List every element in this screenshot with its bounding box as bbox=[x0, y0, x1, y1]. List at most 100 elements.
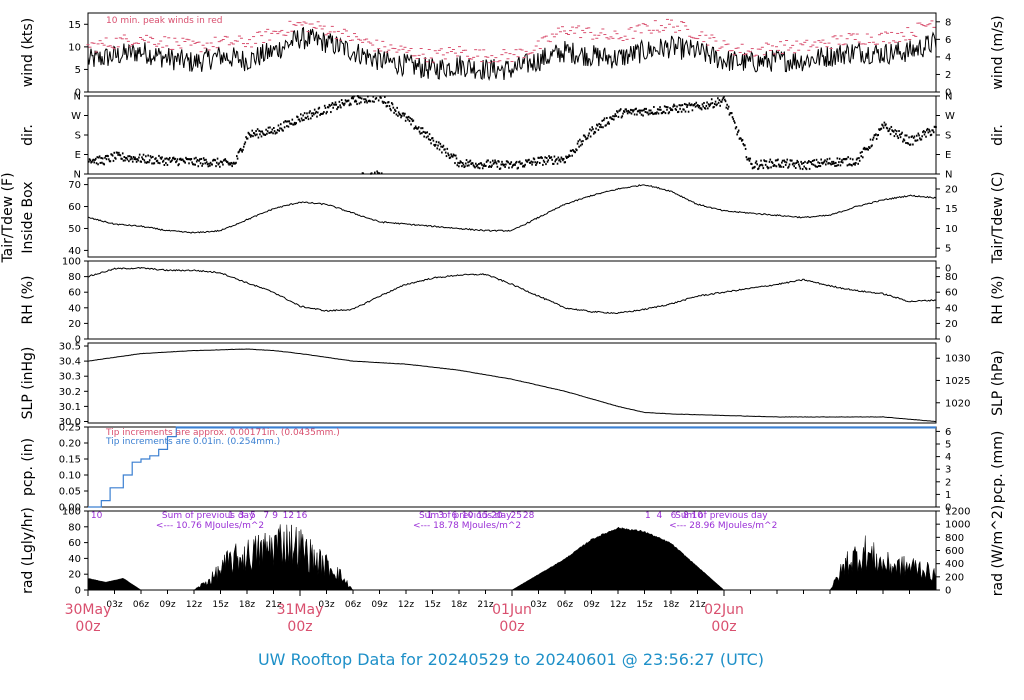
dir-point bbox=[155, 157, 157, 160]
dir-point bbox=[917, 132, 920, 135]
dir-point bbox=[378, 172, 381, 175]
xtick-label: 03z bbox=[106, 600, 122, 610]
dir-point bbox=[126, 158, 129, 161]
dir-point bbox=[98, 155, 101, 158]
dir-point bbox=[409, 117, 412, 120]
dir-point bbox=[578, 145, 580, 148]
ytick-label-right: 1030 bbox=[945, 354, 970, 365]
dir-point bbox=[390, 109, 392, 112]
dir-point bbox=[311, 114, 314, 117]
dir-point bbox=[104, 156, 106, 159]
dir-point bbox=[277, 124, 280, 127]
dir-point bbox=[811, 163, 813, 166]
ytick-label-right: 1025 bbox=[945, 376, 970, 387]
dir-point bbox=[299, 120, 301, 123]
dir-point bbox=[456, 164, 459, 167]
dir-point bbox=[863, 146, 866, 149]
dir-point bbox=[908, 136, 910, 139]
series-temp bbox=[87, 184, 937, 234]
dir-point bbox=[784, 160, 786, 163]
dir-point bbox=[544, 156, 546, 159]
dir-point bbox=[251, 129, 254, 132]
dir-point bbox=[192, 163, 195, 166]
dir-point bbox=[394, 108, 396, 111]
dir-point bbox=[737, 131, 739, 134]
dir-point bbox=[384, 101, 387, 104]
dir-point bbox=[754, 165, 756, 168]
xtick-label: 18z bbox=[663, 600, 679, 610]
dir-point bbox=[411, 118, 413, 121]
dir-point bbox=[647, 113, 650, 116]
dir-point bbox=[347, 99, 350, 102]
ytick-label-right: 20 bbox=[945, 184, 958, 195]
rad-hour-label: 10 bbox=[91, 511, 103, 521]
dir-point bbox=[496, 165, 499, 168]
dir-point bbox=[697, 106, 700, 109]
dir-point bbox=[441, 145, 444, 148]
dir-point bbox=[676, 105, 678, 108]
rad-hour-label: 6 bbox=[452, 511, 458, 521]
dir-point bbox=[882, 126, 885, 129]
dir-point bbox=[306, 112, 308, 115]
dir-point bbox=[794, 166, 797, 169]
dir-point bbox=[504, 165, 506, 168]
dir-point bbox=[727, 105, 730, 108]
dir-point bbox=[313, 108, 316, 111]
dir-point bbox=[260, 135, 263, 138]
dir-point bbox=[228, 163, 230, 166]
dir-point bbox=[707, 103, 710, 106]
ytick-label-right: 2 bbox=[945, 70, 951, 81]
dir-point bbox=[727, 107, 729, 110]
rad-hour-label: 3 bbox=[239, 511, 245, 521]
dir-point bbox=[343, 102, 346, 105]
dir-point bbox=[194, 163, 196, 166]
dir-point bbox=[617, 115, 620, 118]
dir-point bbox=[408, 120, 411, 123]
date-hour-label: 00z bbox=[287, 619, 312, 635]
dir-point bbox=[301, 119, 304, 122]
dir-point bbox=[313, 113, 315, 116]
ytick-label: 20 bbox=[68, 570, 81, 581]
dir-point bbox=[253, 132, 256, 135]
dir-point bbox=[109, 160, 112, 163]
dir-point bbox=[153, 162, 156, 165]
dir-point bbox=[612, 118, 615, 121]
dir-point bbox=[920, 138, 923, 141]
dir-point bbox=[786, 158, 789, 161]
dir-point bbox=[94, 157, 97, 160]
dir-point bbox=[649, 109, 652, 112]
dir-point bbox=[176, 158, 179, 161]
dir-point bbox=[828, 162, 830, 165]
date-hour-label: 00z bbox=[499, 619, 524, 635]
dir-point bbox=[557, 156, 560, 159]
dir-point bbox=[475, 165, 478, 168]
ytick-label: 40 bbox=[68, 554, 81, 565]
dir-point bbox=[569, 155, 571, 158]
dir-point bbox=[271, 128, 274, 131]
dir-point bbox=[372, 95, 375, 98]
xtick-label: 12z bbox=[398, 600, 414, 610]
dir-point bbox=[187, 158, 190, 161]
dir-point bbox=[762, 167, 765, 170]
dir-point bbox=[483, 163, 486, 166]
dir-point bbox=[367, 95, 369, 98]
rad-hour-label: 8 bbox=[683, 511, 689, 521]
dir-point bbox=[631, 109, 634, 112]
dir-point bbox=[171, 159, 173, 162]
series-slp bbox=[87, 348, 937, 423]
dir-point bbox=[174, 157, 176, 160]
dir-point bbox=[764, 163, 767, 166]
dir-point bbox=[177, 164, 180, 167]
dir-point bbox=[665, 106, 668, 109]
xtick-label: 06z bbox=[345, 600, 361, 610]
dir-point bbox=[335, 103, 338, 106]
dir-point bbox=[279, 127, 281, 130]
dir-point bbox=[929, 130, 931, 133]
dir-point bbox=[217, 163, 220, 166]
dir-point bbox=[709, 103, 711, 106]
dir-point bbox=[703, 101, 705, 104]
dir-point bbox=[698, 105, 701, 108]
dir-point bbox=[238, 150, 240, 153]
dir-point bbox=[285, 120, 287, 123]
